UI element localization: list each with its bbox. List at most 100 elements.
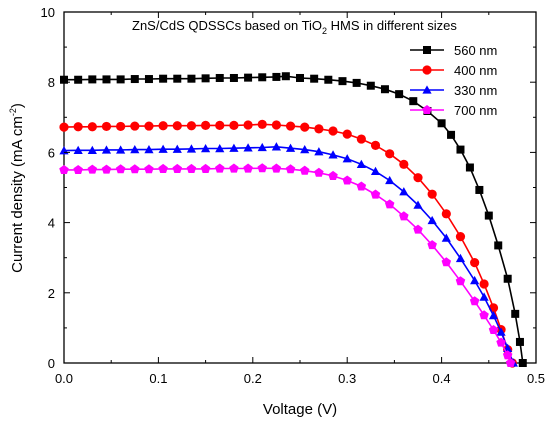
data-point-560-nm [201, 74, 210, 83]
data-point-330-nm [73, 145, 83, 154]
data-point-700-nm [299, 165, 310, 175]
data-point-330-nm [300, 144, 310, 154]
x-tick-label: 0.4 [433, 371, 451, 386]
data-point-400-nm [158, 121, 168, 131]
data-point-400-nm [385, 149, 395, 159]
data-point-700-nm [285, 164, 296, 174]
data-point-560-nm [494, 241, 503, 250]
series-400-nm [59, 119, 517, 368]
data-point-560-nm [272, 72, 281, 81]
data-point-330-nm [271, 142, 281, 151]
data-point-700-nm [186, 163, 197, 173]
data-point-330-nm [356, 159, 366, 169]
data-point-330-nm [144, 144, 154, 154]
data-point-330-nm [186, 144, 197, 153]
data-point-330-nm [328, 150, 338, 159]
data-point-400-nm [470, 258, 480, 268]
data-point-330-nm [87, 145, 97, 154]
x-tick-label: 0.0 [55, 371, 73, 386]
data-point-700-nm [314, 167, 324, 177]
data-point-330-nm [130, 144, 140, 154]
data-point-560-nm [187, 74, 196, 83]
data-point-400-nm [87, 122, 97, 132]
data-point-560-nm [409, 97, 418, 106]
data-point-400-nm [399, 159, 409, 169]
chart-title: ZnS/CdS QDSSCs based on TiO2 HMS in diff… [132, 18, 457, 36]
data-point-700-nm [469, 296, 480, 306]
data-point-560-nm [130, 75, 139, 84]
data-point-560-nm [352, 78, 361, 87]
data-point-400-nm [73, 122, 83, 132]
data-point-560-nm [244, 73, 253, 82]
series-700-nm [59, 163, 516, 368]
data-point-560-nm [437, 119, 446, 128]
data-point-400-nm [427, 189, 437, 199]
data-point-560-nm [484, 211, 493, 220]
data-point-700-nm [441, 257, 452, 267]
legend-item-400-nm: 400 nm [410, 63, 497, 78]
data-point-330-nm [229, 143, 239, 152]
data-point-700-nm [488, 325, 499, 335]
data-point-560-nm [515, 337, 524, 346]
data-point-700-nm [370, 189, 381, 199]
data-point-330-nm [257, 142, 267, 152]
data-point-560-nm [511, 309, 520, 318]
chart-title-rest: HMS in different sizes [327, 18, 457, 33]
data-point-330-nm [370, 166, 381, 176]
data-point-700-nm [328, 170, 338, 180]
series-line-330-nm [63, 145, 515, 364]
data-point-700-nm [87, 164, 98, 174]
chart-title-main: ZnS/CdS QDSSCs based on TiO [132, 18, 322, 33]
legend-label-700-nm: 700 nm [454, 103, 497, 118]
data-point-700-nm [384, 199, 395, 209]
data-point-560-nm [229, 73, 238, 82]
data-point-400-nm [455, 232, 466, 242]
x-tick-label: 0.1 [149, 371, 167, 386]
legend: 560 nm 400 nm 330 nm 700 nm [410, 43, 497, 118]
data-point-700-nm [356, 181, 367, 191]
data-point-400-nm [101, 121, 112, 132]
data-point-700-nm [496, 337, 506, 347]
data-point-560-nm [60, 75, 68, 84]
data-point-560-nm [159, 74, 168, 83]
legend-item-560-nm: 560 nm [410, 43, 497, 58]
data-point-330-nm [455, 253, 466, 263]
data-point-400-nm [172, 121, 182, 131]
data-point-700-nm [243, 163, 253, 173]
data-point-400-nm [243, 120, 253, 130]
data-point-400-nm [144, 121, 154, 131]
data-point-400-nm [413, 173, 423, 183]
data-point-400-nm [186, 121, 197, 131]
data-point-330-nm [496, 327, 506, 336]
data-point-330-nm [385, 175, 395, 185]
data-point-700-nm [215, 163, 225, 173]
data-point-400-nm [130, 121, 140, 131]
data-point-330-nm [172, 144, 182, 153]
data-point-330-nm [479, 292, 489, 301]
data-point-560-nm [144, 75, 153, 84]
data-point-700-nm [455, 276, 466, 286]
data-point-700-nm [342, 175, 352, 185]
data-point-560-nm [310, 74, 319, 83]
data-point-560-nm [281, 72, 290, 81]
x-axis-label: Voltage (V) [263, 401, 337, 418]
data-point-560-nm [366, 81, 375, 90]
data-point-400-nm [370, 140, 381, 150]
data-point-560-nm [447, 130, 456, 139]
y-axis-label-superscript: -2 [8, 108, 18, 116]
data-point-330-nm [285, 143, 296, 152]
data-point-400-nm [356, 134, 366, 144]
data-point-330-nm [243, 143, 253, 152]
series-330-nm [59, 142, 518, 367]
data-point-330-nm [488, 311, 499, 320]
data-point-560-nm [324, 75, 333, 84]
data-point-330-nm [342, 154, 352, 163]
data-point-560-nm [475, 185, 484, 194]
data-point-400-nm [314, 124, 324, 134]
data-point-700-nm [257, 163, 267, 173]
y-tick-label: 0 [48, 356, 55, 371]
data-point-400-nm [229, 120, 239, 130]
legend-marker-560-nm [423, 46, 431, 54]
